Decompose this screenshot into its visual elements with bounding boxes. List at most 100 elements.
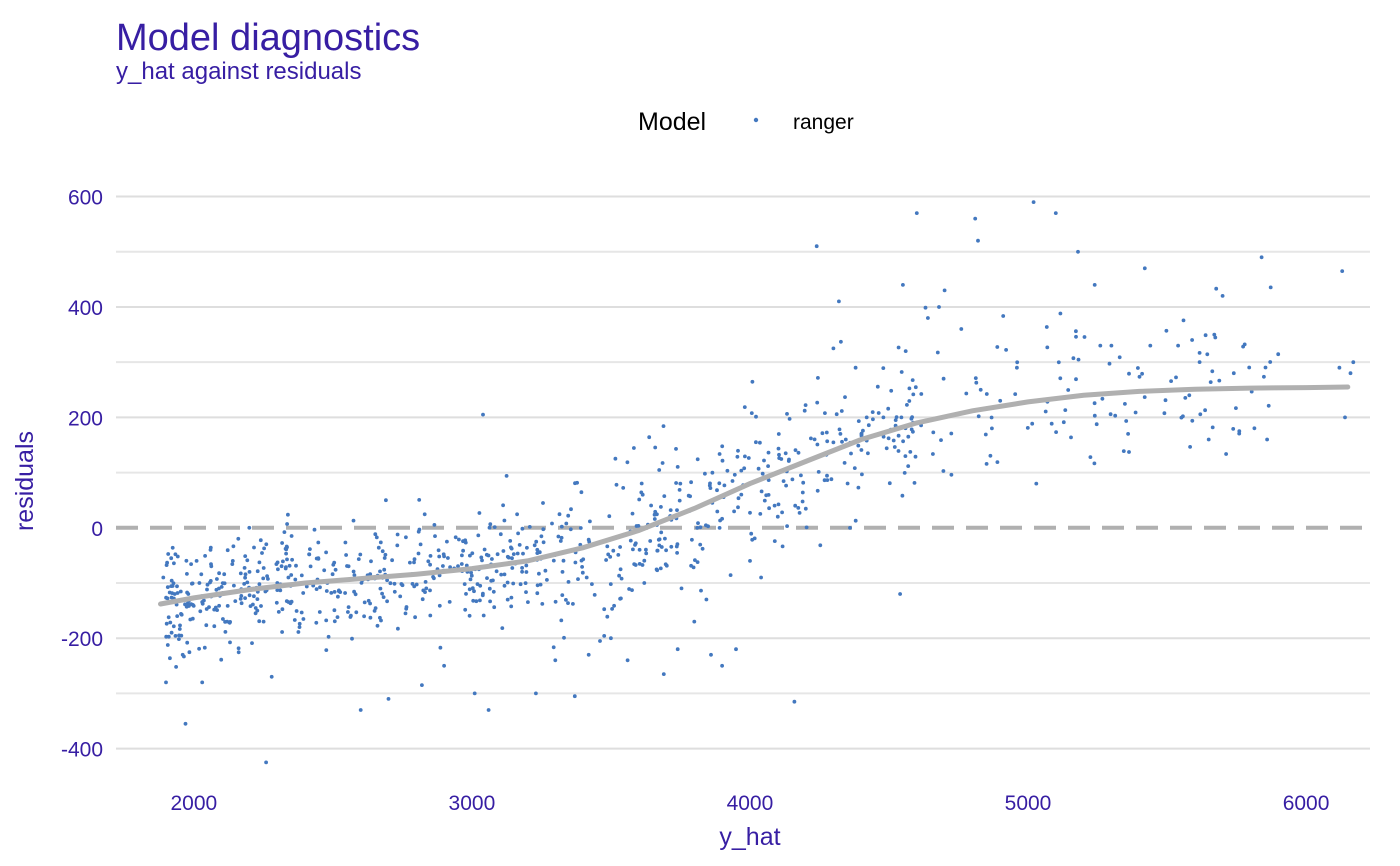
data-point bbox=[677, 498, 682, 503]
data-point bbox=[686, 493, 691, 498]
data-point bbox=[243, 572, 248, 577]
data-point bbox=[343, 591, 347, 595]
data-point bbox=[480, 558, 484, 563]
data-point bbox=[495, 552, 500, 557]
data-point bbox=[283, 566, 288, 571]
data-point bbox=[208, 579, 213, 583]
data-point bbox=[1247, 365, 1252, 370]
data-point bbox=[1076, 357, 1081, 362]
data-point bbox=[1140, 371, 1144, 376]
data-point bbox=[248, 604, 253, 608]
data-point bbox=[202, 645, 207, 650]
data-point bbox=[257, 619, 262, 624]
data-point bbox=[900, 493, 905, 498]
data-point bbox=[803, 506, 808, 511]
data-point bbox=[1098, 343, 1103, 348]
data-point bbox=[633, 541, 638, 546]
data-point bbox=[973, 216, 978, 221]
data-point bbox=[859, 448, 864, 452]
data-point bbox=[284, 544, 289, 549]
data-point bbox=[942, 288, 947, 293]
data-point bbox=[838, 432, 843, 436]
data-point bbox=[1249, 389, 1254, 394]
data-point bbox=[437, 554, 442, 559]
data-point bbox=[285, 557, 289, 562]
data-point bbox=[557, 512, 562, 517]
data-point bbox=[253, 611, 258, 616]
data-point bbox=[698, 542, 703, 547]
data-point bbox=[840, 439, 844, 444]
data-point bbox=[498, 532, 503, 537]
data-point bbox=[494, 569, 499, 574]
data-point bbox=[173, 634, 178, 638]
data-point bbox=[428, 562, 432, 567]
data-point bbox=[322, 568, 327, 573]
data-point bbox=[1071, 356, 1076, 361]
data-point bbox=[515, 551, 520, 556]
data-point bbox=[539, 534, 544, 539]
data-point bbox=[675, 508, 679, 512]
data-point bbox=[776, 502, 781, 507]
data-point bbox=[348, 615, 353, 619]
x-tick-label: 3000 bbox=[449, 792, 496, 815]
data-point bbox=[1164, 328, 1169, 333]
data-point bbox=[437, 603, 442, 608]
data-point bbox=[695, 560, 700, 564]
data-point bbox=[881, 415, 886, 420]
data-point bbox=[504, 474, 509, 478]
data-point bbox=[637, 562, 642, 566]
data-point bbox=[758, 440, 762, 445]
data-point bbox=[762, 498, 767, 503]
y-tick-label: -400 bbox=[61, 739, 103, 762]
data-point bbox=[461, 548, 465, 553]
data-point bbox=[376, 545, 381, 550]
data-point bbox=[418, 542, 423, 547]
data-point bbox=[486, 553, 491, 558]
data-point bbox=[350, 636, 354, 641]
data-point bbox=[907, 399, 912, 403]
data-point bbox=[703, 471, 707, 476]
data-point bbox=[780, 544, 785, 549]
data-point bbox=[722, 483, 727, 488]
data-point bbox=[1337, 365, 1342, 370]
data-point bbox=[717, 452, 722, 456]
data-point bbox=[261, 619, 266, 624]
x-tick-label: 5000 bbox=[1005, 792, 1052, 815]
data-point bbox=[630, 511, 635, 516]
data-point bbox=[550, 521, 554, 526]
data-point bbox=[866, 423, 871, 428]
data-point bbox=[329, 591, 334, 595]
data-point bbox=[1109, 343, 1114, 348]
data-point bbox=[344, 553, 348, 557]
data-point bbox=[748, 559, 752, 563]
data-point bbox=[803, 403, 808, 407]
data-point bbox=[255, 608, 260, 613]
data-point bbox=[169, 556, 174, 561]
data-point bbox=[573, 560, 578, 565]
data-point bbox=[219, 585, 224, 589]
data-point bbox=[831, 440, 836, 445]
data-point bbox=[1213, 335, 1218, 340]
data-point bbox=[1061, 420, 1066, 425]
data-point bbox=[625, 460, 630, 465]
data-point bbox=[568, 527, 573, 532]
data-point bbox=[177, 627, 182, 631]
data-point bbox=[1212, 332, 1217, 337]
data-point bbox=[346, 610, 350, 614]
data-point bbox=[392, 589, 397, 594]
data-point bbox=[692, 619, 697, 624]
data-point bbox=[837, 299, 841, 304]
data-point bbox=[257, 582, 262, 587]
data-point bbox=[632, 446, 636, 450]
data-point bbox=[1074, 334, 1078, 339]
data-point bbox=[261, 566, 266, 570]
data-point bbox=[351, 569, 356, 574]
data-point bbox=[190, 616, 195, 621]
data-point bbox=[204, 607, 209, 611]
data-point bbox=[304, 584, 309, 589]
data-point bbox=[822, 478, 827, 483]
data-point bbox=[238, 597, 243, 601]
data-point bbox=[252, 545, 256, 550]
data-point bbox=[809, 436, 813, 441]
data-point bbox=[331, 562, 336, 567]
